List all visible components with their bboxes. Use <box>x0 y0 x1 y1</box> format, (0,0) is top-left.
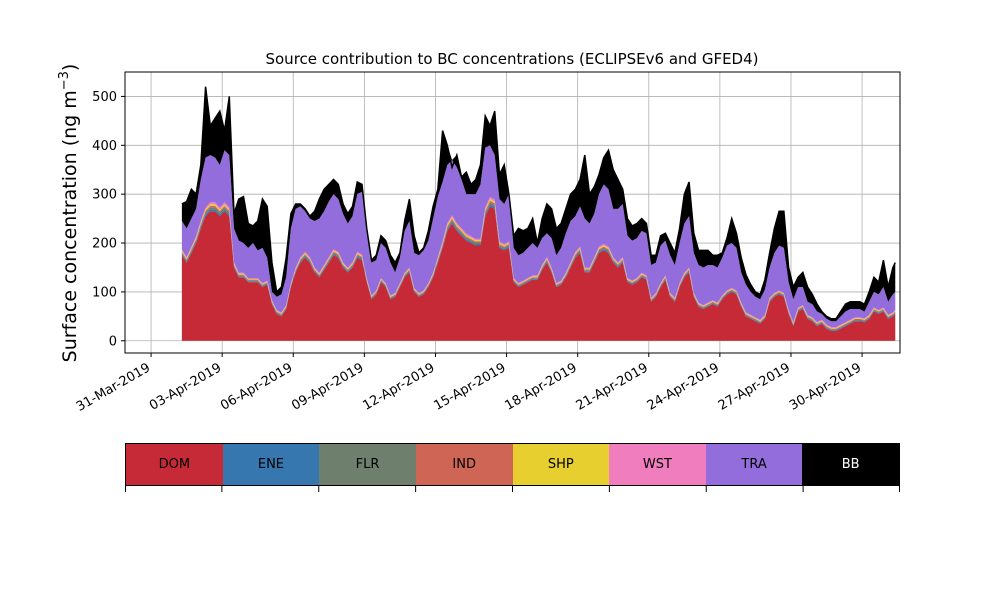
x-tick-label: 03-Apr-2019 <box>147 360 224 413</box>
legend-item-flr: FLR <box>319 444 416 485</box>
legend-ticks <box>125 486 900 492</box>
y-axis-label-main: Surface concentration (ng m <box>59 90 81 362</box>
total-outline <box>181 86 896 320</box>
x-tick-label: 18-Apr-2019 <box>503 360 580 413</box>
legend-item-ene: ENE <box>222 444 320 485</box>
y-tick-label: 300 <box>92 188 117 203</box>
x-tick-label: 30-Apr-2019 <box>787 360 864 413</box>
legend-item-shp: SHP <box>512 444 610 485</box>
chart-title: Source contribution to BC concentrations… <box>265 50 758 68</box>
y-tick-label: 0 <box>109 334 117 349</box>
y-tick-label: 500 <box>92 90 117 105</box>
x-tick-label: 31-Mar-2019 <box>74 360 153 414</box>
plot-frame <box>124 71 901 354</box>
legend-item-bb: BB <box>802 444 899 485</box>
area-dom <box>181 206 896 341</box>
y-axis-label-close: ) <box>59 64 81 71</box>
x-tick-label: 27-Apr-2019 <box>716 360 793 413</box>
area-layer <box>181 86 896 341</box>
x-tick-label: 12-Apr-2019 <box>360 360 437 413</box>
y-tick-label: 100 <box>92 285 117 300</box>
legend-item-wst: WST <box>609 444 706 485</box>
x-tick-label: 15-Apr-2019 <box>431 360 508 413</box>
x-tick-label: 21-Apr-2019 <box>574 360 651 413</box>
y-tick-label: 200 <box>92 237 117 252</box>
legend-item-ind: IND <box>415 444 513 485</box>
y-axis-label: Surface concentration (ng m−3) <box>57 64 81 363</box>
x-tick-label: 09-Apr-2019 <box>289 360 366 413</box>
y-tick-label: 400 <box>92 139 117 154</box>
x-tick-label: 06-Apr-2019 <box>218 360 295 413</box>
legend-item-dom: DOM <box>126 444 223 485</box>
legend-item-tra: TRA <box>705 444 803 485</box>
x-tick-label: 24-Apr-2019 <box>645 360 722 413</box>
area-tra <box>181 145 896 328</box>
y-axis-label-exponent: −3 <box>57 71 72 90</box>
legend-colorbar: DOM ENE FLR IND SHP WST TRA BB <box>125 443 900 486</box>
area-bb <box>181 86 896 322</box>
